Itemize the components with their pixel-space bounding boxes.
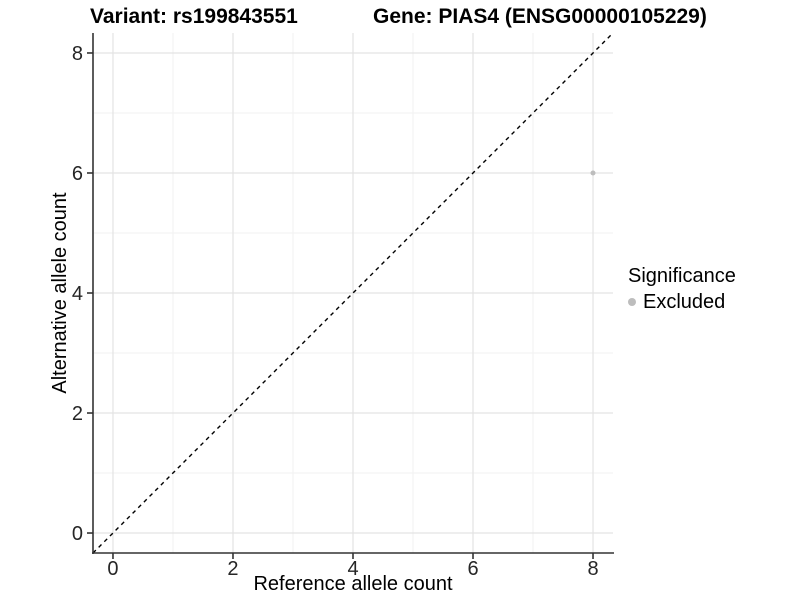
x-tick-label: 2 [227, 558, 238, 580]
y-tick-label: 0 [72, 523, 83, 545]
legend-items: Excluded [628, 290, 736, 314]
plot-title-variant: Variant: rs199843551 [90, 5, 298, 28]
x-axis-title: Reference allele count [253, 573, 453, 595]
data-point-excluded [590, 170, 596, 176]
legend-title: Significance [628, 265, 736, 287]
y-tick-label: 6 [72, 163, 83, 185]
x-tick-label: 6 [467, 558, 478, 580]
y-tick-label: 4 [72, 283, 83, 305]
y-tick-label: 2 [72, 403, 83, 425]
legend-item-label: Excluded [643, 291, 726, 313]
x-tick-label: 8 [587, 558, 598, 580]
legend-key-dot [628, 298, 636, 306]
legend: Significance Excluded [628, 264, 736, 314]
identity-dashed-line [93, 33, 613, 553]
x-tick-label: 0 [107, 558, 118, 580]
y-tick-label: 8 [72, 43, 83, 65]
plot-title-gene: Gene: PIAS4 (ENSG00000105229) [373, 5, 707, 28]
x-tick-label: 4 [347, 558, 358, 580]
legend-item-excluded: Excluded [628, 290, 736, 314]
y-axis-title: Alternative allele count [49, 192, 71, 394]
